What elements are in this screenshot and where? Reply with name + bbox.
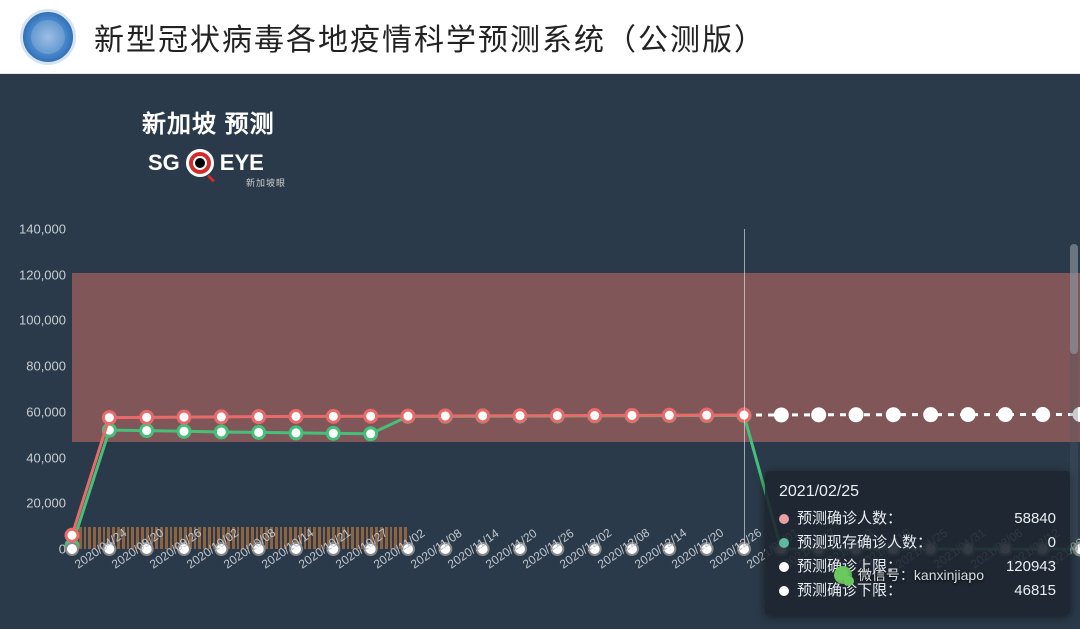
tooltip-label: 预测现存确诊人数：: [797, 531, 1040, 555]
watermark-eye-icon: [186, 149, 214, 177]
watermark-sg: SG: [148, 150, 180, 176]
y-tick: 100,000: [19, 313, 66, 328]
tooltip-row: 预测确诊人数： 58840: [779, 507, 1056, 531]
hover-vline: [744, 229, 745, 549]
page-title: 新型冠状病毒各地疫情科学预测系统（公测版）: [94, 15, 766, 59]
tooltip-value: 58840: [1014, 507, 1056, 531]
tooltip-label: 预测确诊人数：: [797, 507, 1006, 531]
y-tick: 120,000: [19, 267, 66, 282]
watermark-sub: 新加坡眼: [246, 176, 286, 189]
chart-panel: 新加坡 预测 SG EYE 新加坡眼 0 20,000 40,000 60,000 80…: [0, 74, 1080, 629]
tooltip-row: 预测现存确诊人数： 0: [779, 531, 1056, 555]
wechat-text: 微信号：kanxinjiapo: [858, 565, 984, 585]
wechat-credit: 微信号：kanxinjiapo: [834, 565, 984, 585]
y-tick: 20,000: [26, 496, 66, 511]
watermark-eye: EYE: [220, 150, 264, 176]
y-axis: 020,00040,00060,00080,000100,000120,0001…: [0, 229, 72, 549]
watermark: SG EYE: [148, 149, 264, 177]
tooltip-dot: [779, 586, 789, 596]
tooltip-value: 0: [1048, 531, 1056, 555]
tooltip-dot: [779, 538, 789, 548]
header-bar: 新型冠状病毒各地疫情科学预测系统（公测版）: [0, 0, 1080, 74]
y-tick: 80,000: [26, 359, 66, 374]
scrollbar-thumb[interactable]: [1070, 244, 1078, 354]
tooltip-dot: [779, 514, 789, 524]
tooltip-rows: 预测确诊人数：58840预测现存确诊人数：0预测确诊上限：120943预测确诊下…: [779, 507, 1056, 603]
tooltip-value: 120943: [1006, 555, 1056, 579]
scrollbar-track[interactable]: [1070, 244, 1078, 554]
tooltip: 2021/02/25 预测确诊人数：58840预测现存确诊人数：0预测确诊上限：…: [765, 471, 1070, 615]
wechat-icon: [834, 566, 852, 584]
y-tick: 140,000: [19, 222, 66, 237]
y-tick: 40,000: [26, 450, 66, 465]
tooltip-value: 46815: [1014, 579, 1056, 603]
logo-badge: [20, 9, 76, 65]
chart-title: 新加坡 预测: [142, 104, 275, 139]
tooltip-dot: [779, 562, 789, 572]
tooltip-date: 2021/02/25: [779, 483, 1056, 501]
y-tick: 60,000: [26, 404, 66, 419]
